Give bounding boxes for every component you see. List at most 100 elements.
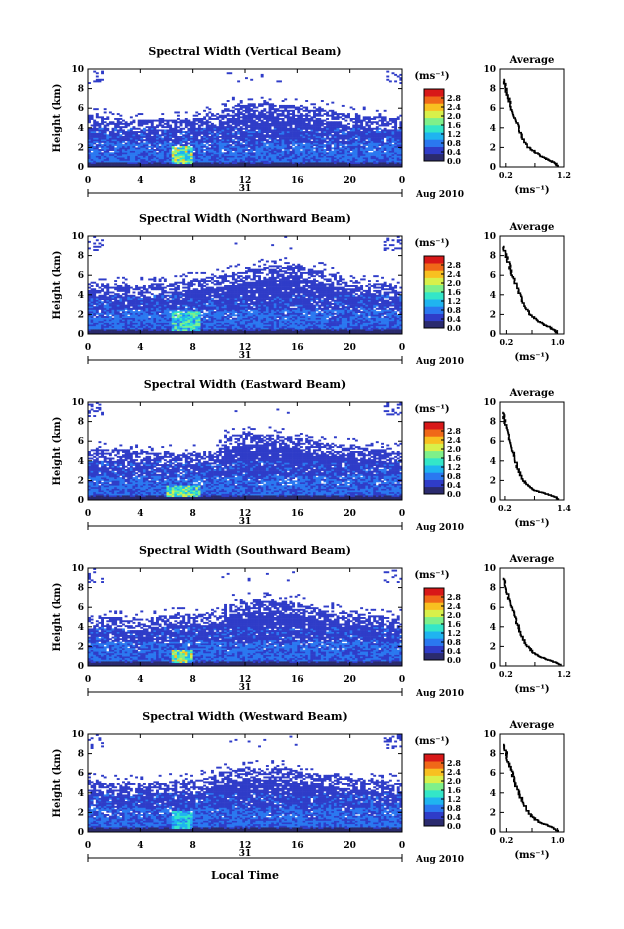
heatmap-cell xyxy=(192,160,196,163)
heatmap-cell xyxy=(153,153,157,156)
heatmap-cell xyxy=(210,158,214,161)
heatmap-cell xyxy=(140,129,144,132)
heatmap-cell xyxy=(195,140,199,143)
heatmap-cell xyxy=(93,157,97,160)
heatmap-cell xyxy=(106,116,110,119)
heatmap-cell xyxy=(195,139,199,142)
heatmap-cell xyxy=(148,278,152,281)
heatmap-cell xyxy=(208,118,212,120)
heatmap-cell xyxy=(216,162,220,165)
heatmap-cell xyxy=(132,157,136,160)
heatmap-cell xyxy=(208,139,212,142)
heatmap-cell xyxy=(218,150,222,153)
heatmap-cell xyxy=(148,145,152,148)
heatmap-cell xyxy=(116,149,120,151)
heatmap-cell xyxy=(124,165,128,168)
heatmap-cell xyxy=(184,155,188,158)
heatmap-cell xyxy=(148,126,152,129)
heatmap-cell xyxy=(137,149,141,151)
heatmap-cell xyxy=(226,126,230,129)
heatmap-cell xyxy=(108,111,112,114)
heatmap-cell xyxy=(313,119,316,122)
heatmap-cell xyxy=(200,155,204,158)
heatmap-cell xyxy=(216,149,220,151)
heatmap-cell xyxy=(187,134,191,137)
heatmap-cell xyxy=(93,155,97,158)
heatmap-cell xyxy=(103,155,107,158)
heatmap-cell xyxy=(197,113,201,116)
heatmap-cell xyxy=(129,155,133,158)
heatmap-cell xyxy=(176,311,180,314)
heatmap-cell xyxy=(140,276,144,279)
heatmap-cell xyxy=(294,106,298,109)
heatmap-cell xyxy=(124,153,128,156)
heatmap-cell xyxy=(182,298,186,300)
heatmap-cell xyxy=(163,147,167,150)
heatmap-cell xyxy=(245,77,248,80)
colorbar-tick-label: 0.4 xyxy=(447,147,461,157)
heatmap-cell xyxy=(176,139,180,142)
heatmap-cell xyxy=(289,145,293,148)
heatmap-cell xyxy=(127,153,131,156)
heatmap-cell xyxy=(326,152,330,155)
heatmap-cell xyxy=(200,129,204,132)
heatmap-cell xyxy=(145,142,149,145)
heatmap-cell xyxy=(195,160,199,163)
heatmap-cell xyxy=(237,135,241,138)
heatmap-cell xyxy=(171,147,175,150)
heatmap-cell xyxy=(349,127,353,130)
heatmap-cell xyxy=(174,155,178,158)
heatmap-cell xyxy=(218,157,222,160)
heatmap-cell xyxy=(205,114,209,117)
heatmap-cell xyxy=(210,165,214,168)
heatmap-cell xyxy=(216,137,220,140)
heatmap-cell xyxy=(150,157,154,160)
heatmap-cell xyxy=(111,121,115,124)
heatmap-cell xyxy=(145,296,149,299)
heatmap-cell xyxy=(213,160,217,163)
heatmap-cell xyxy=(192,135,196,138)
heatmap-cell xyxy=(140,306,144,309)
heatmap-cell xyxy=(135,137,139,140)
heatmap-cell xyxy=(182,137,186,140)
heatmap-cell xyxy=(347,131,350,133)
heatmap-cell xyxy=(203,160,207,163)
heatmap-cell xyxy=(93,317,97,320)
heatmap-cell xyxy=(187,145,191,148)
heatmap-cell xyxy=(106,283,110,286)
heatmap-cell xyxy=(129,132,133,135)
heatmap-cell xyxy=(140,298,144,300)
heatmap-cell xyxy=(237,114,241,117)
heatmap-cell xyxy=(231,121,235,124)
heatmap-cell xyxy=(237,150,241,153)
heatmap-cell xyxy=(192,132,196,135)
heatmap-cell xyxy=(90,134,94,137)
heatmap-cell xyxy=(179,129,183,132)
heatmap-cell xyxy=(108,153,112,156)
heatmap-cell xyxy=(148,291,152,294)
heatmap-cell xyxy=(218,132,222,135)
heatmap-cell xyxy=(237,137,241,140)
heatmap-cell xyxy=(132,155,136,158)
average-y-tick-label: 10 xyxy=(483,65,496,75)
heatmap-cell xyxy=(169,158,173,161)
heatmap-cell xyxy=(365,127,369,130)
heatmap-cell xyxy=(145,288,149,291)
heatmap-cell xyxy=(210,142,214,145)
heatmap-cell xyxy=(150,162,154,165)
heatmap-cell xyxy=(163,122,167,125)
heatmap-cell xyxy=(320,127,324,130)
heatmap-cell xyxy=(231,155,235,158)
heatmap-cell xyxy=(174,140,178,143)
heatmap-cell xyxy=(122,276,125,279)
heatmap-cell xyxy=(174,163,178,166)
heatmap-cell xyxy=(237,109,241,112)
heatmap-cell xyxy=(208,108,212,111)
heatmap-cell xyxy=(339,113,343,116)
heatmap-cell xyxy=(307,118,311,120)
heatmap-cell xyxy=(391,144,395,147)
heatmap-cell xyxy=(182,155,186,158)
heatmap-cell xyxy=(190,160,193,163)
heatmap-cell xyxy=(176,142,180,145)
heatmap-cell xyxy=(163,139,167,142)
